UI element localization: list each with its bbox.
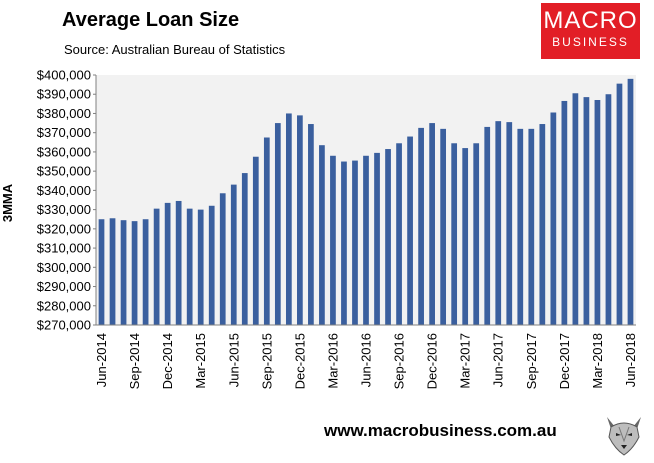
bar-Dec-2014: [164, 202, 171, 325]
bar-Feb-2018: [583, 97, 590, 326]
x-tick-label: Sep-2014: [127, 333, 142, 389]
bar-Sep-2016: [396, 143, 402, 325]
y-tick-label: $330,000: [37, 202, 91, 217]
y-axis-label: 3MMA: [0, 183, 15, 222]
y-tick-label: $340,000: [37, 183, 91, 198]
bar-Sep-2015: [263, 137, 270, 325]
bar-May-2018: [616, 83, 623, 326]
x-tick-label: Jun-2018: [623, 333, 638, 387]
website-url: www.macrobusiness.com.au: [324, 421, 557, 440]
bar-Jun-2015: [230, 184, 237, 325]
bar-Mar-2015: [197, 209, 204, 325]
y-axis: $270,000 $280,000 $290,000 $300,000 $310,000…: [37, 68, 97, 333]
bar-Mar-2017: [462, 148, 469, 325]
bar-Nov-2017: [550, 112, 557, 325]
x-tick-label: Mar-2017: [458, 333, 473, 389]
bar-Oct-2014: [142, 219, 149, 325]
bar-Apr-2015: [208, 205, 215, 325]
bar-Nov-2014: [153, 208, 160, 325]
x-tick-label: Sep-2017: [524, 333, 539, 389]
x-tick-label: Dec-2014: [160, 333, 175, 389]
bar-Feb-2015: [186, 208, 193, 325]
bar-Jun-2014: [98, 219, 105, 325]
bar-Dec-2015: [297, 115, 303, 325]
y-tick-label: $290,000: [37, 279, 91, 294]
bar-Aug-2014: [120, 220, 127, 325]
bar-Jul-2016: [374, 152, 380, 325]
bar-Jan-2018: [572, 93, 579, 326]
bar-Apr-2018: [605, 94, 612, 325]
wolf-logo-icon: [601, 413, 647, 457]
bar-Oct-2017: [539, 124, 546, 325]
y-tick-label: $400,000: [37, 68, 91, 83]
bar-Jan-2015: [175, 200, 182, 325]
bar-Feb-2016: [319, 145, 325, 325]
x-tick-label: Jun-2017: [491, 333, 506, 387]
bar-Jun-2018: [627, 78, 634, 325]
bar-Jan-2017: [440, 128, 447, 325]
x-tick-label: Mar-2018: [590, 333, 605, 389]
x-tick-label: Sep-2015: [259, 333, 274, 389]
y-tick-label: $360,000: [37, 144, 91, 159]
bar-Sep-2017: [528, 128, 535, 325]
y-tick-label: $310,000: [37, 241, 91, 256]
bar-Dec-2016: [429, 123, 435, 325]
x-tick-label: Jun-2014: [94, 333, 109, 387]
y-tick-label: $280,000: [37, 298, 91, 313]
bar-Feb-2017: [451, 143, 458, 325]
bar-May-2017: [484, 126, 491, 325]
bar-May-2016: [352, 160, 358, 325]
y-tick-label: $320,000: [37, 221, 91, 236]
bar-Dec-2017: [561, 100, 568, 326]
y-tick-label: $350,000: [37, 164, 91, 179]
bar-Aug-2015: [252, 156, 259, 325]
bar-Apr-2016: [341, 161, 347, 325]
chart-title: Average Loan Size: [62, 9, 240, 31]
bar-Mar-2018: [594, 100, 601, 325]
bar-Oct-2016: [407, 136, 413, 325]
bar-Nov-2015: [285, 113, 292, 326]
y-tick-label: $370,000: [37, 125, 91, 140]
bar-Aug-2017: [517, 128, 524, 325]
y-tick-label: $380,000: [37, 106, 91, 121]
y-tick-label: $270,000: [37, 318, 91, 333]
bar-Jun-2017: [495, 121, 502, 326]
macro-business-logo: MACRO BUSINESS: [541, 3, 640, 59]
bar-Sep-2014: [131, 221, 138, 325]
x-tick-label: Dec-2015: [292, 333, 307, 389]
x-tick-label: Mar-2016: [325, 333, 340, 389]
x-tick-label: Mar-2015: [193, 333, 208, 389]
y-tick-label: $300,000: [37, 260, 91, 275]
bar-Apr-2017: [473, 143, 480, 325]
bar-Oct-2015: [274, 123, 281, 325]
bar-series: [98, 78, 634, 326]
bar-May-2015: [219, 193, 226, 325]
chart-subtitle: Source: Australian Bureau of Statistics: [64, 42, 286, 57]
y-tick-label: $390,000: [37, 87, 91, 102]
bar-Jul-2015: [241, 173, 248, 325]
bar-Jul-2017: [506, 122, 513, 326]
x-tick-label: Jun-2016: [359, 333, 374, 387]
x-tick-label: Dec-2016: [425, 333, 440, 389]
x-tick-label: Jun-2015: [226, 333, 241, 387]
bar-Jan-2016: [308, 124, 314, 325]
x-tick-label: Sep-2016: [392, 333, 407, 389]
logo-line-2: BUSINESS: [552, 35, 629, 49]
bar-Jun-2016: [363, 155, 369, 325]
bar-Nov-2016: [418, 127, 424, 325]
bar-Mar-2016: [330, 155, 336, 325]
x-tick-label: Dec-2017: [557, 333, 572, 389]
bar-Jul-2014: [109, 218, 116, 325]
x-axis: Jun-2014 Sep-2014 Dec-2014 Mar-2015 Jun-2015…: [94, 324, 638, 389]
logo-line-1: MACRO: [543, 7, 638, 34]
bar-Aug-2016: [385, 149, 391, 325]
